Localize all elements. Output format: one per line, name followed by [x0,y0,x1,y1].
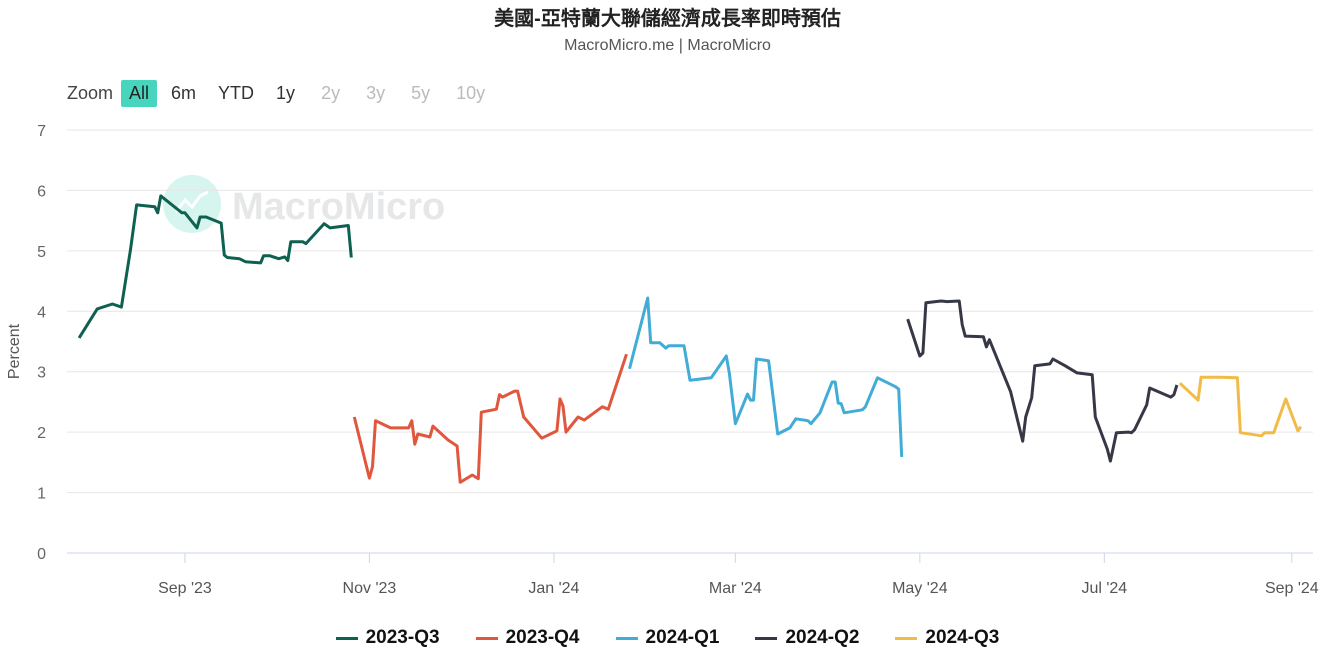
y-axis-label: Percent [6,323,23,379]
x-tick-label: Jan '24 [528,580,579,597]
legend-item-2024-Q3[interactable]: 2024-Q3 [895,627,999,649]
zoom-label: Zoom [67,83,114,103]
x-tick-label: Sep '23 [158,580,212,597]
legend-label: 2024-Q3 [925,627,1000,648]
series-line-2024-Q3[interactable] [1178,375,1303,438]
y-tick-label: 5 [37,244,46,261]
zoom-button-2y: 2y [321,83,341,103]
zoom-button-all[interactable]: All [121,80,158,107]
y-tick-label: 4 [37,304,46,321]
legend-item-2023-Q4[interactable]: 2023-Q4 [475,627,580,649]
legend-label: 2024-Q2 [785,627,860,648]
zoom-button-1y[interactable]: 1y [276,83,296,103]
x-tick-label: Nov '23 [343,580,397,597]
legend: 2023-Q3 2023-Q4 2024-Q1 2024-Q2 2024-Q3 [0,627,1335,649]
series-line-2023-Q3[interactable] [77,194,353,339]
x-tick-label: Mar '24 [709,580,762,597]
zoom-button-10y: 10y [456,83,486,103]
series-line-2024-Q2[interactable] [906,299,1179,463]
legend-label: 2023-Q3 [365,627,440,648]
x-tick-label: May '24 [892,580,948,597]
legend-line-icon [895,636,918,640]
zoom-button-5y: 5y [411,83,431,103]
y-tick-label: 7 [37,123,46,140]
y-tick-label: 2 [37,425,46,442]
legend-item-2024-Q2[interactable]: 2024-Q2 [755,627,859,649]
legend-line-icon [475,636,498,640]
legend-label: 2023-Q4 [505,627,580,648]
zoom-range-selector: Zoom All 6m YTD 1y 2y 3y 5y 10y [67,80,495,107]
legend-label: 2024-Q1 [645,627,720,648]
zoom-button-3y: 3y [366,83,386,103]
series-line-2023-Q4[interactable] [352,353,628,484]
x-tick-label: Jul '24 [1081,580,1127,597]
zoom-button-6m[interactable]: 6m [171,83,197,103]
legend-item-2024-Q1[interactable]: 2024-Q1 [615,627,720,649]
y-tick-label: 3 [37,365,46,382]
legend-item-2023-Q3[interactable]: 2023-Q3 [335,627,440,649]
x-tick-label: Sep '24 [1265,580,1319,597]
series-line-2024-Q1[interactable] [628,296,904,457]
watermark-logo: MacroMicro [163,175,445,233]
y-tick-label: 6 [37,183,46,200]
chart-title: 美國-亞特蘭大聯儲經濟成長率即時預估 [494,8,841,30]
watermark-trend-icon [174,190,209,213]
legend-line-icon [615,636,638,640]
legend-line-icon [755,636,778,640]
legend-line-icon [335,636,358,640]
zoom-button-ytd[interactable]: YTD [218,83,255,103]
y-tick-label: 1 [37,486,46,503]
watermark-text: MacroMicro [232,186,445,228]
y-tick-label: 0 [37,546,46,563]
chart-subtitle: MacroMicro.me | MacroMicro [564,37,771,54]
